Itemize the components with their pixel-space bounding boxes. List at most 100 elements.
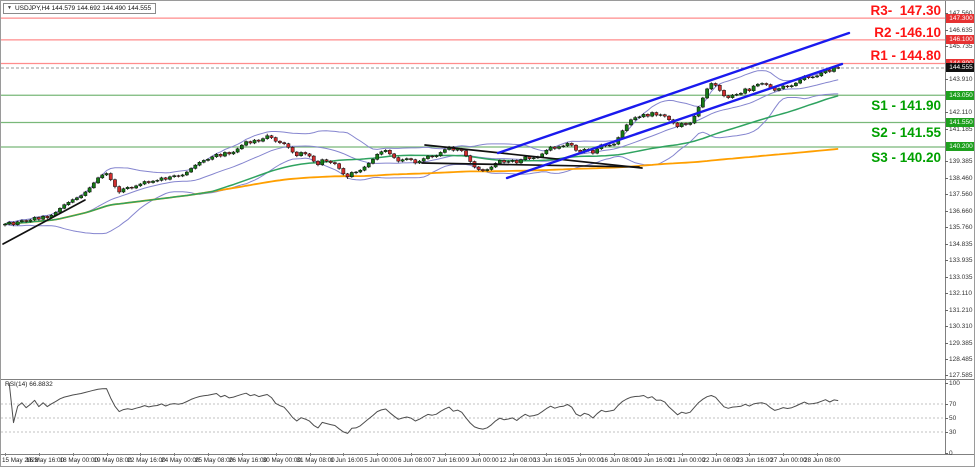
candle-body <box>633 117 638 121</box>
candle-body <box>798 79 802 84</box>
candle-body <box>113 179 117 187</box>
time-tick-mark <box>546 453 548 456</box>
price-tick: 133.935 <box>945 257 973 265</box>
candle-body <box>83 191 88 196</box>
candle-body <box>709 83 714 90</box>
candle-body <box>108 173 113 180</box>
level-label-s1: S1 - 141.90 <box>871 98 941 113</box>
candle-body <box>185 171 189 176</box>
candle-body <box>392 153 396 158</box>
candle-body <box>485 169 490 171</box>
rsi-pane-separator[interactable] <box>1 379 974 380</box>
candle-body <box>810 76 815 78</box>
candle-body <box>269 135 274 138</box>
trendline-wedge-lower <box>421 162 640 168</box>
candle-body <box>235 148 240 153</box>
time-tick-label: 12 Jun 08:00 <box>499 457 536 464</box>
price-tick: 133.035 <box>945 273 973 281</box>
candle-body <box>557 146 561 149</box>
candle-body <box>434 155 439 158</box>
candle-body <box>726 95 731 98</box>
candle-body <box>75 197 79 200</box>
time-tick-label: 25 May 08:00 <box>195 457 234 464</box>
candle-body <box>290 147 295 153</box>
candle-body <box>316 160 320 166</box>
time-tick-mark <box>208 453 210 456</box>
candle-body <box>172 175 177 178</box>
collapse-triangle-icon[interactable]: ▼ <box>7 5 12 11</box>
time-tick-label: 21 Jun 00:00 <box>668 457 706 464</box>
time-tick-mark <box>512 453 514 456</box>
price-tick: 146.635 <box>945 26 973 34</box>
time-tick-mark <box>614 453 616 456</box>
time-tick-mark <box>749 453 751 456</box>
candle-body <box>476 166 481 170</box>
candle-body <box>717 85 722 91</box>
price-badge-140.200: 140.200 <box>946 142 974 152</box>
candle-body <box>180 174 185 177</box>
candle-body <box>320 159 325 166</box>
candle-body <box>197 161 202 166</box>
candle-body <box>569 143 574 146</box>
bollinger-upper-band <box>4 65 839 225</box>
time-tick-label: 22 Jun 08:00 <box>702 457 739 464</box>
candle-body <box>379 151 384 155</box>
candle-body <box>32 217 37 221</box>
candle-body <box>650 112 654 117</box>
candle-body <box>104 173 109 176</box>
candle-body <box>354 171 358 174</box>
time-tick-label: 27 Jun 00:00 <box>770 457 807 464</box>
candle-body <box>595 148 599 154</box>
candle-body <box>134 185 138 189</box>
candle-body <box>413 159 418 164</box>
time-axis[interactable]: 15 May 2023 16 May 16:00 18 May 00:00 19 Ma… <box>1 453 974 466</box>
rsi-axis-tick: 100 <box>945 379 960 387</box>
time-tick-mark <box>681 453 683 456</box>
candle-body <box>282 142 286 144</box>
candle-body <box>218 154 223 157</box>
candle-body <box>231 151 236 155</box>
rsi-indicator-label: RSI(14) 66.8832 <box>5 381 53 388</box>
candle-body <box>658 114 663 116</box>
price-tick: 136.660 <box>945 207 973 215</box>
candle-body <box>827 69 832 72</box>
price-tick: 127.585 <box>945 372 973 380</box>
candle-body <box>430 155 435 158</box>
candle-body <box>337 163 341 169</box>
price-tick: 145.735 <box>945 43 973 51</box>
candle-body <box>815 75 819 78</box>
candle-body <box>654 112 659 116</box>
candle-body <box>705 88 709 99</box>
price-axis[interactable]: 147.560 146.635 145.735 143.910 142.110 141.1… <box>944 1 974 457</box>
candle-body <box>273 137 278 142</box>
price-tick: 147.560 <box>945 10 973 17</box>
rsi-axis-tick: 30 <box>944 428 957 436</box>
candle-body <box>688 122 693 125</box>
candle-body <box>358 169 363 173</box>
candle-body <box>388 150 392 155</box>
time-tick-label: 26 May 16:00 <box>228 457 268 464</box>
price-tick: 138.460 <box>945 175 973 183</box>
candle-body <box>527 156 532 159</box>
candle-body <box>574 144 578 151</box>
candle-body <box>438 152 443 156</box>
candle-body <box>36 217 41 220</box>
time-tick-label: 19 Jun 16:00 <box>634 457 672 464</box>
candle-body <box>163 177 168 180</box>
candle-body <box>396 157 401 162</box>
candle-body <box>751 85 756 91</box>
level-label-r1: R1 - 144.80 <box>870 48 941 63</box>
candle-body <box>561 145 566 147</box>
candle-body <box>777 88 781 91</box>
candle-body <box>159 177 164 181</box>
candle-body <box>240 144 244 150</box>
candle-body <box>464 150 468 156</box>
bollinger-lower-band <box>4 93 839 235</box>
candle-body <box>7 222 12 225</box>
time-tick-mark <box>72 453 74 456</box>
time-tick-label: 7 Jun 16:00 <box>431 457 465 464</box>
level-label-s3: S3 - 140.20 <box>871 150 941 165</box>
rsi-axis-tick: 50 <box>944 414 957 422</box>
time-tick-label: 28 Jun 08:00 <box>804 457 841 464</box>
